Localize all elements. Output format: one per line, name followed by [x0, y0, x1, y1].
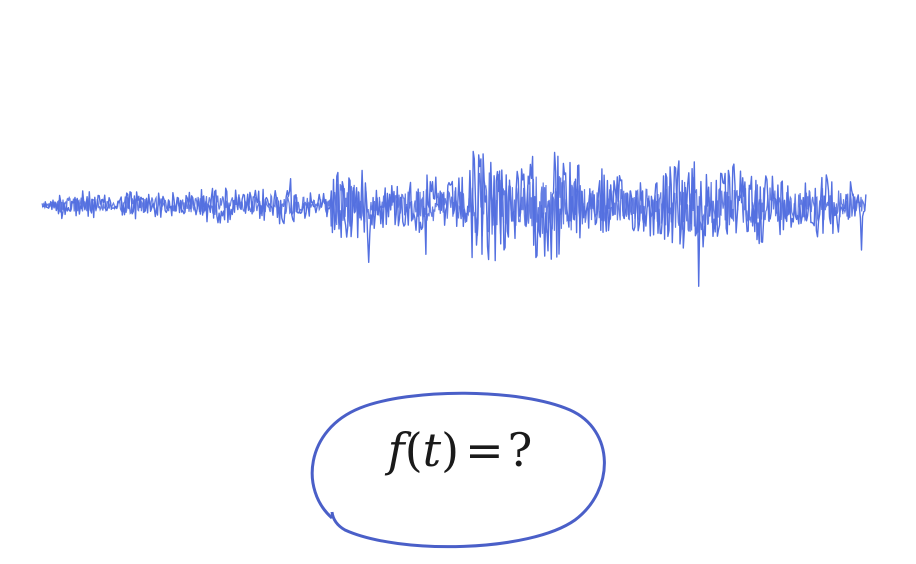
- formula-equals: =: [465, 423, 504, 477]
- waveform-trace: [41, 150, 867, 287]
- hand-drawn-ellipse: [310, 391, 606, 549]
- waveform-signal: [41, 150, 867, 287]
- formula-unknown: ?: [507, 423, 533, 477]
- formula-close-paren: ): [441, 423, 460, 477]
- waveform-core: [41, 172, 866, 237]
- function-formula: f ( t ) = ?: [360, 410, 560, 490]
- formula-function-name: f: [387, 423, 405, 477]
- formula-variable: t: [422, 423, 442, 477]
- formula-open-paren: (: [404, 423, 423, 477]
